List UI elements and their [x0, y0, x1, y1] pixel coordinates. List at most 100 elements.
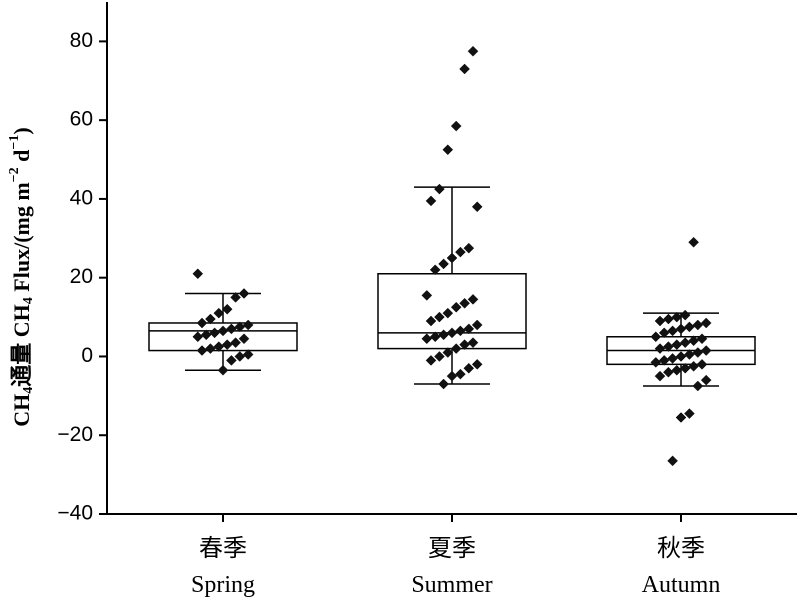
x-tick-label-en: Spring	[191, 572, 255, 598]
data-point	[213, 341, 225, 352]
data-point	[459, 339, 470, 350]
data-point	[654, 343, 666, 354]
data-point	[675, 323, 687, 335]
data-point	[434, 183, 445, 195]
data-point	[192, 268, 204, 280]
data-point	[684, 321, 695, 333]
data-point	[654, 315, 666, 327]
data-point	[429, 331, 441, 343]
data-point	[700, 345, 712, 356]
data-point	[667, 455, 678, 467]
data-point	[455, 368, 466, 380]
data-point	[446, 327, 458, 339]
data-point	[442, 307, 454, 319]
y-tick-label: 80	[70, 29, 93, 52]
data-point	[692, 347, 704, 358]
data-point	[450, 301, 462, 313]
data-point	[234, 321, 246, 333]
data-point	[455, 325, 466, 337]
data-point	[471, 358, 483, 370]
data-point	[205, 313, 216, 325]
data-point	[658, 355, 670, 366]
data-point	[463, 362, 475, 374]
data-point	[467, 337, 479, 349]
y-tick-label: 60	[70, 108, 93, 131]
data-point	[455, 246, 466, 258]
data-point	[421, 290, 433, 301]
data-point	[421, 333, 433, 345]
y-tick-label: 0	[81, 344, 93, 367]
data-point	[463, 323, 475, 335]
data-point	[696, 358, 708, 370]
data-point	[192, 331, 204, 343]
data-point	[200, 329, 212, 341]
data-point	[209, 327, 220, 339]
data-point	[684, 349, 695, 360]
data-point	[230, 337, 241, 349]
data-point	[671, 339, 683, 350]
y-axis-label: CH4通量 CH4 Flux/(mg m−2 d−1)	[7, 127, 36, 426]
data-point	[438, 378, 449, 390]
data-point	[217, 325, 229, 337]
data-point	[692, 319, 704, 331]
data-point	[467, 294, 479, 305]
data-point	[471, 201, 483, 213]
data-point	[692, 380, 704, 392]
data-point	[438, 329, 449, 341]
data-point	[226, 355, 237, 366]
data-point	[425, 315, 437, 327]
x-axis-ticks: 春季 Spring 夏季 Summer 秋季 Autumn	[191, 514, 720, 598]
data-point	[650, 331, 662, 343]
data-point	[238, 288, 250, 299]
box-iqr	[148, 322, 298, 352]
data-point	[226, 323, 237, 335]
data-point	[459, 297, 470, 309]
data-point	[688, 360, 699, 372]
data-point	[667, 353, 678, 364]
x-tick-label-cn: 夏季	[428, 535, 476, 562]
data-point	[688, 236, 699, 248]
data-point	[459, 63, 470, 75]
data-point	[425, 355, 437, 366]
data-point	[242, 349, 254, 360]
data-point	[221, 339, 233, 350]
data-point	[679, 337, 691, 349]
data-point	[446, 252, 458, 264]
data-point	[675, 351, 687, 362]
data-points	[192, 45, 712, 467]
data-point	[663, 313, 674, 325]
data-point	[438, 258, 449, 270]
data-point	[217, 364, 229, 376]
data-point	[238, 333, 250, 345]
data-point	[446, 370, 458, 382]
data-point	[425, 195, 437, 207]
data-point	[213, 307, 225, 319]
data-point	[196, 345, 208, 356]
data-point	[221, 303, 233, 315]
data-point	[671, 364, 683, 376]
box-group	[377, 186, 527, 385]
data-point	[671, 311, 683, 323]
x-tick-label-en: Summer	[411, 572, 492, 598]
x-tick-label-cn: 秋季	[657, 535, 705, 562]
data-point	[434, 351, 445, 362]
data-point	[442, 144, 454, 156]
data-point	[442, 347, 454, 358]
data-point	[654, 370, 666, 382]
data-point	[471, 319, 483, 331]
y-tick-label: −40	[57, 502, 93, 525]
data-point	[684, 408, 695, 419]
data-point	[679, 362, 691, 374]
x-tick-label-cn: 春季	[199, 535, 247, 562]
y-tick-label: −20	[57, 423, 93, 446]
data-point	[242, 319, 254, 331]
data-point	[429, 264, 441, 276]
data-point	[230, 292, 241, 303]
data-point	[663, 366, 674, 378]
data-point	[679, 309, 691, 321]
data-point	[675, 412, 687, 423]
x-tick-label-en: Autumn	[642, 572, 721, 598]
y-tick-label: 20	[70, 265, 93, 288]
data-point	[450, 343, 462, 354]
